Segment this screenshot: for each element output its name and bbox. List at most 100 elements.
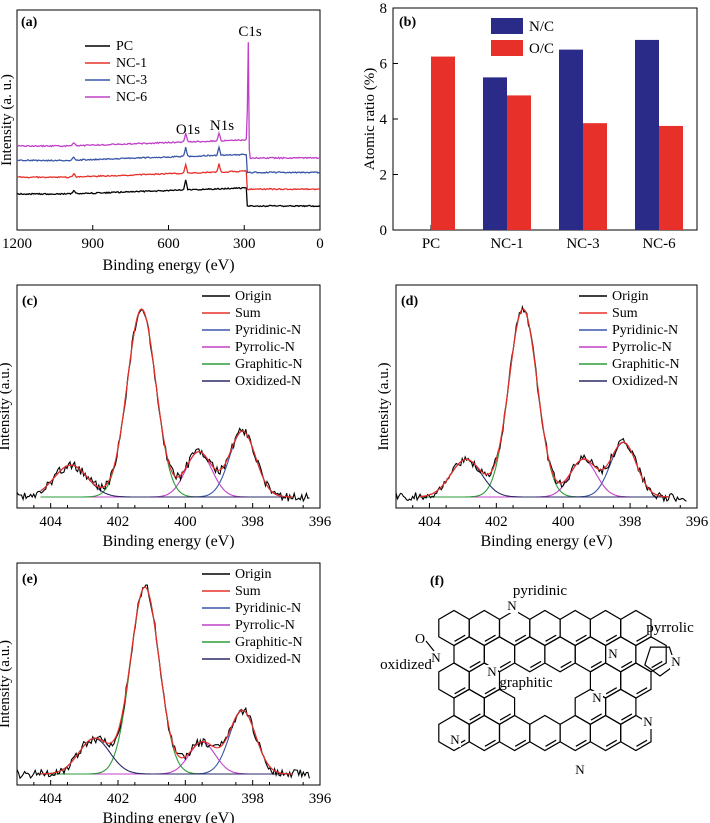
panel-a-xtick-label: 1200 [2,236,32,252]
panel_d-legend-label: Graphitic-N [612,357,680,372]
panel-b-ytick-label: 0 [380,223,388,239]
panel-f-label: (f) [430,574,444,589]
panel-f-nitrogen-atom: N [487,664,497,679]
panel-b-bar-N/C [559,49,583,230]
panel-b-bar-N/C [483,77,507,230]
panel-a-legend-label: NC-1 [116,56,147,71]
panel-f-n-mask [486,665,498,679]
panel_c-label: (c) [22,294,38,309]
panel-f-ring [620,662,652,699]
panel-f-ring [468,609,501,647]
panel-f-ring [529,609,561,647]
panel-f-double-bond [636,687,648,695]
panel-f-double-bond [575,739,587,747]
panel_e-xtick-label: 398 [241,791,264,807]
panel_d-legend-label: Pyrrolic-N [612,340,672,355]
panel-b-bar-O/C [431,56,455,230]
panel-f-double-bond [621,660,633,669]
panel-f-double-bond [484,687,496,695]
panel-b-bar-O/C [659,125,683,230]
panel-b-xtick-label: NC-3 [566,236,599,252]
panel-b-bar-N/C [635,39,659,230]
panel-a-legend-label: NC-3 [116,73,147,88]
panel-f-double-bond [499,713,511,721]
panel-f-n-o-bond [425,640,435,652]
panel_c-sum-line [40,308,293,498]
panel-b: (b) 0 2 4 6 8 Atomic ratio (%) PC NC-1 NC-3 NC-6 N/… [362,1,698,252]
panel-f-double-bond [454,687,466,695]
panel_c-xtick-label: 400 [174,514,197,530]
panel_c-legend-label: Graphitic-N [235,357,303,372]
panel-f-ring [589,714,622,752]
panel-f-double-bond [499,660,511,669]
panel_c-origin-line [16,309,310,503]
panel-a-xtick-label: 0 [316,236,324,252]
panel_d-legend-label: Oxidized-N [612,374,678,389]
panel-a-peak-label: O1s [176,122,200,138]
panel-f-ring [483,688,516,725]
panel_e-xtick-label: 404 [39,791,62,807]
panel-f-annotation-pyridinic: pyridinic [513,583,567,599]
panel-f-annotation-graphitic: graphitic [499,675,553,691]
panel_e-legend-label: Graphitic-N [235,635,303,650]
panel-a-legend-label: NC-6 [116,90,147,105]
panel_c-xtick-label: 398 [241,514,264,530]
panel-f-nitrogen-atom: N [608,646,618,661]
panel-f-nitrogen-atom: N [671,654,681,669]
panel-a-ylabel: Intensity (a. u.) [0,74,15,166]
panel-b-ylabel: Atomic ratio (%) [362,68,378,170]
panel-b-bar-O/C [583,123,607,230]
panel-f-nitrogen-atom: N [507,598,517,613]
panel-f-double-bond [636,739,648,747]
panel-b-ytick-label: 4 [380,112,388,128]
panel-f-ring [498,609,531,647]
panel-f-oxygen-atom: O [415,632,425,647]
panel_e-xtick-label: 396 [309,791,332,807]
panel-e: (e) 404 402 400 398 396 Binding energy (eV) Int… [0,562,332,823]
panel-c: (c) 404 402 400 398 396 Binding energy (eV) Int… [0,284,332,550]
panel-a-xtick-label: 600 [157,236,180,252]
panel-a-xtick-label: 300 [233,236,256,252]
panel_c-xtick-label: 404 [39,514,62,530]
panel_e-ylabel: Intensity (a.u.) [0,640,13,728]
panel_c-xtick-label: 402 [107,514,130,530]
panel_d-sum-line [419,308,670,498]
panel-a-xtick-label: 900 [82,236,105,252]
panel_e-label: (e) [22,572,38,587]
panel-b-legend-swatch [491,40,523,56]
panel-f-ring [605,688,637,725]
panel-f-double-bond [590,660,602,669]
panel-a-peak-label: N1s [210,118,234,134]
panel-f-double-bond [484,634,496,642]
panel-f-ring [453,688,485,725]
panel_c-legend-label: Pyridinic-N [235,323,301,338]
panel-f-ring [635,636,667,673]
panel-f-n-mask [642,715,654,729]
panel_e-legend-label: Pyridinic-N [235,601,301,616]
panel-f-ring [438,662,470,699]
panel_e-legend-label: Sum [235,584,261,599]
panel-f-double-bond [590,713,602,721]
panel-f-n-mask [574,763,586,777]
panel-a-series-NC-1 [16,162,321,191]
panel-f-double-bond [469,660,481,669]
panel_c-xtick-label: 396 [309,514,332,530]
panel-d: (d) 404 402 400 398 396 Binding energy (eV) Int… [376,284,709,550]
panel-b-legend-label: O/C [529,41,554,57]
panel-f-nitrogen-atom: N [643,714,653,729]
panel-b-xtick-label: NC-6 [642,236,676,252]
panel_c-legend-label: Oxidized-N [235,374,301,389]
panel-a-peak-label: C1s [238,24,262,40]
panel-f-ring [453,636,485,673]
panel-f: (f)NNNNNNNNNOpyridinicpyrrolicoxidizedgr… [380,574,694,777]
panel_d-legend-label: Origin [612,289,649,304]
panel-a: (a) 1200 900 600 300 0 Binding energy (eV) Inte… [0,9,324,274]
panel-f-annotation-oxidized: oxidized [380,657,432,673]
panel_c-component-pyridinic-n [40,430,293,498]
panel_c-ylabel: Intensity (a.u.) [0,363,13,451]
panel-f-double-bond [560,660,572,669]
panel_d-ylabel: Intensity (a.u.) [376,363,392,451]
panel-f-double-bond [605,739,618,747]
panel-b-bar-O/C [507,95,531,230]
panel-f-ring [559,609,591,647]
